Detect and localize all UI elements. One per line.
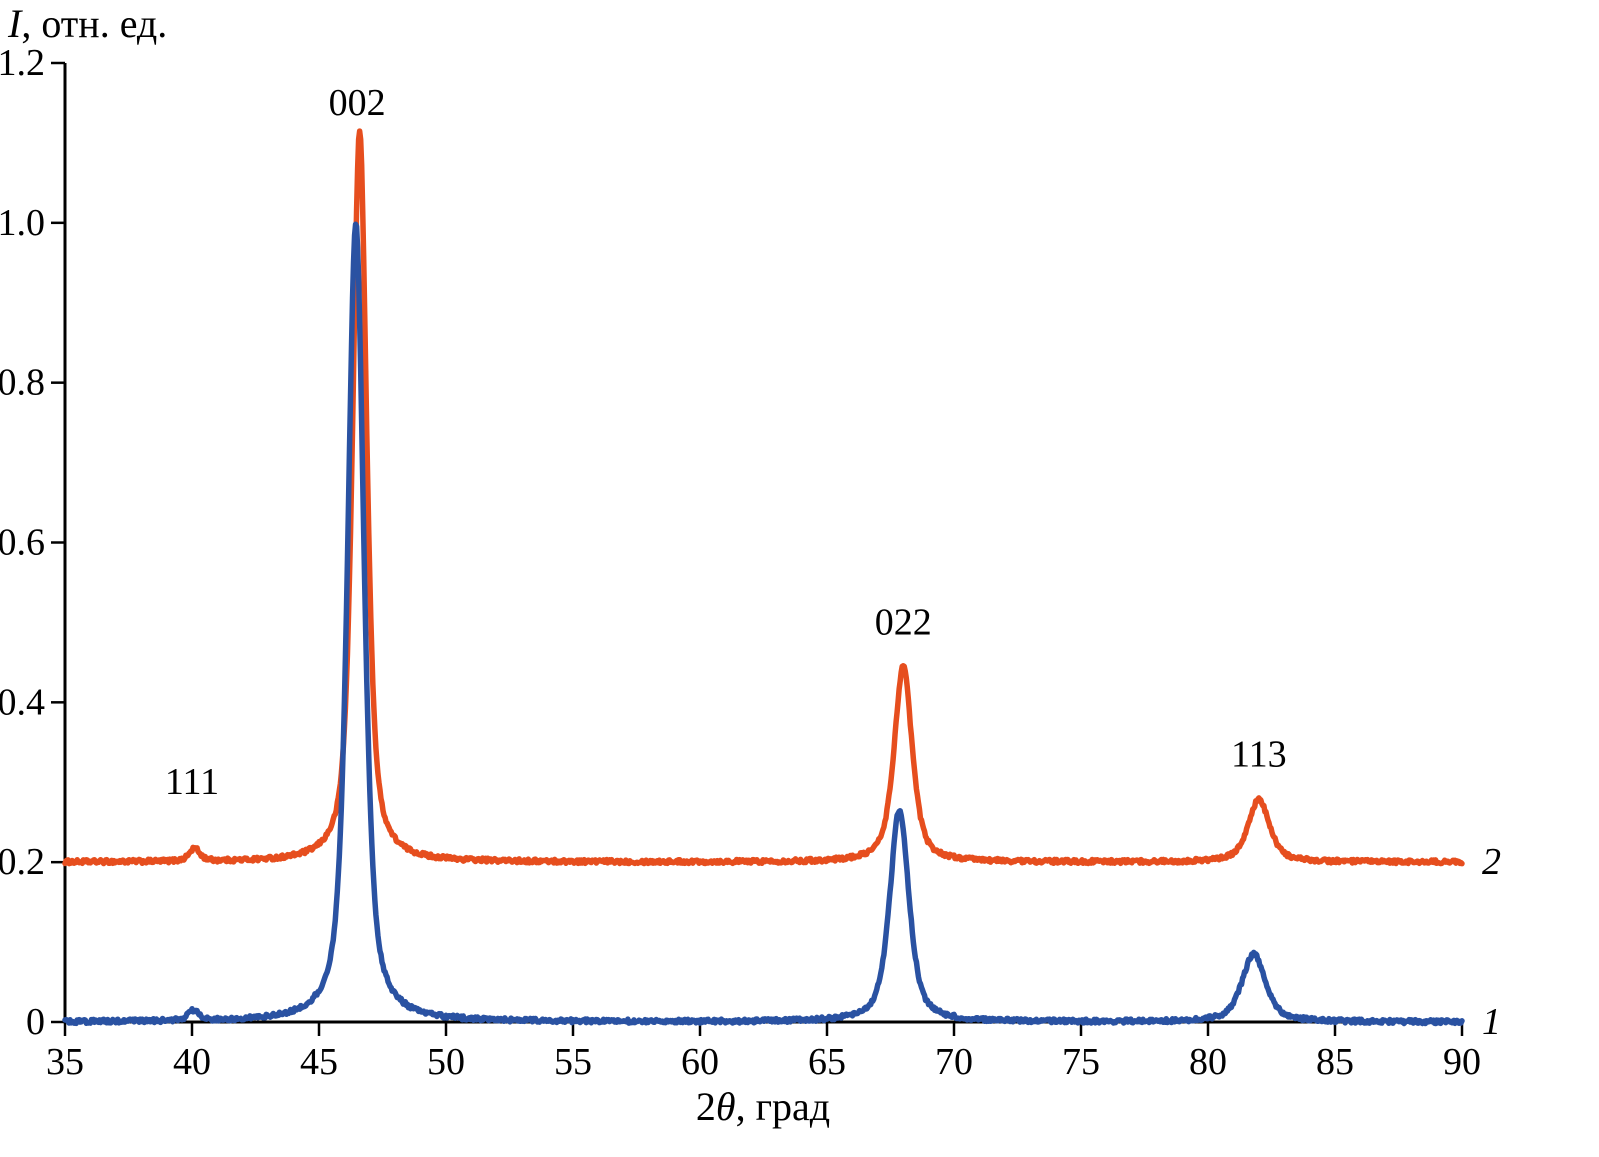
y-tick-label: 0.6	[0, 522, 45, 564]
x-tick-label: 55	[554, 1041, 592, 1083]
x-axis-title-theta: θ	[715, 1084, 736, 1129]
y-tick-label: 0.4	[0, 681, 45, 723]
x-axis-title: 2θ, град	[0, 1083, 1526, 1130]
x-tick-label: 40	[173, 1041, 211, 1083]
y-axis-title-units: , отн. ед.	[21, 1, 168, 46]
x-tick-label: 80	[1189, 1041, 1227, 1083]
x-tick-label: 35	[46, 1041, 84, 1083]
x-tick-label: 85	[1316, 1041, 1354, 1083]
x-tick-label: 75	[1062, 1041, 1100, 1083]
x-tick-label: 45	[300, 1041, 338, 1083]
y-tick-label: 0.2	[0, 841, 45, 883]
x-tick-label: 90	[1443, 1041, 1481, 1083]
y-axis-title: I, отн. ед.	[8, 0, 167, 47]
peak-label-022: 022	[875, 601, 932, 643]
peak-label-111: 111	[165, 761, 219, 803]
peak-label-002: 002	[329, 82, 386, 124]
series-2-label: 2	[1482, 841, 1501, 883]
x-tick-label: 70	[935, 1041, 973, 1083]
x-axis-title-number: 2	[695, 1084, 716, 1129]
axes	[63, 63, 1462, 1024]
series-1-curve	[62, 221, 1465, 1027]
x-tick-label: 50	[427, 1041, 465, 1083]
series-2-curve	[62, 128, 1465, 867]
x-tick-label: 60	[681, 1041, 719, 1083]
x-axis-title-units: , град	[735, 1084, 831, 1129]
series-1-label: 1	[1482, 1001, 1501, 1043]
x-tick-label: 65	[808, 1041, 846, 1083]
y-tick-label: 1.2	[0, 42, 45, 84]
peak-label-113: 113	[1231, 733, 1287, 775]
y-tick-label: 0	[26, 1001, 45, 1043]
y-axis-title-symbol: I	[8, 1, 22, 46]
y-tick-label: 0.8	[0, 362, 45, 404]
y-tick-label: 1.0	[0, 202, 45, 244]
